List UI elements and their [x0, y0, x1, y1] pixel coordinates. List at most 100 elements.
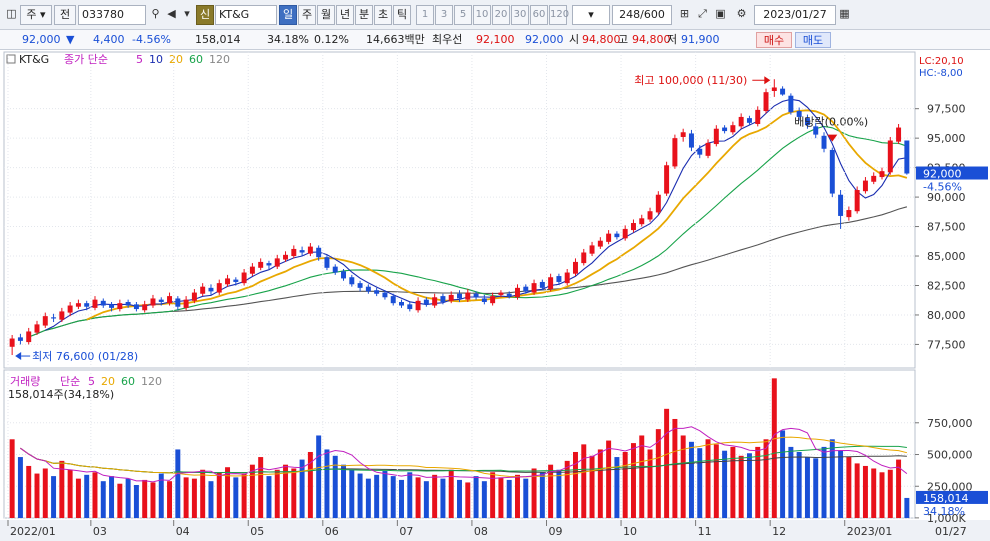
period-tab-3[interactable]: 년 [336, 5, 354, 25]
period-tab-2[interactable]: 월 [317, 5, 335, 25]
volume-bar [423, 481, 429, 518]
period-tab-5[interactable]: 초 [374, 5, 392, 25]
number-tab-4[interactable]: 20 [492, 5, 510, 25]
chart-tool-icon[interactable]: ⊞ [679, 7, 690, 20]
volume-bar [34, 473, 40, 518]
open-price: 94,800 [582, 33, 621, 46]
candle-body [407, 304, 413, 310]
candle-body [291, 248, 297, 257]
buy-button[interactable]: 매수 [756, 32, 792, 48]
best-bid: 92,000 [525, 33, 564, 46]
candle-body [531, 283, 537, 293]
window-menu-icon[interactable]: ◫ [6, 7, 17, 20]
month-label: 06 [325, 525, 339, 538]
candle-body [862, 180, 868, 192]
volume-bar [705, 439, 711, 518]
stock-name-field[interactable]: KT&G [215, 5, 277, 25]
volume-bar [324, 449, 330, 518]
price-legend-period: 5 [136, 53, 143, 66]
arrows-icon[interactable]: ⤢ [698, 7, 707, 20]
bar-count-field[interactable]: 248/600 [612, 5, 672, 25]
save-icon[interactable]: ▣ [715, 7, 726, 20]
volume-tick-label: 500,000 [927, 449, 973, 462]
volume-bar [415, 477, 421, 518]
volume-bar [158, 473, 164, 518]
volume-bar [680, 435, 686, 518]
period-tab-6[interactable]: 틱 [393, 5, 411, 25]
volume-bar [829, 439, 835, 518]
volume-bar [887, 469, 893, 518]
period-tab-1[interactable]: 주 [298, 5, 316, 25]
view-mode-button[interactable]: 전 [54, 5, 76, 25]
open-label: 시 [569, 33, 580, 46]
legend-toggle-icon[interactable] [6, 54, 16, 64]
volume-bar [854, 463, 860, 518]
volume-bar [167, 481, 173, 518]
candle-body [26, 331, 32, 343]
month-label: 10 [623, 525, 637, 538]
period-tab-4[interactable]: 분 [355, 5, 373, 25]
price-tick-label: 95,000 [927, 132, 966, 145]
volume-bar [688, 441, 694, 518]
period-type-select[interactable]: 주 ▾ [20, 5, 52, 25]
number-tab-2[interactable]: 5 [454, 5, 472, 25]
month-label: 07 [399, 525, 413, 538]
number-tab-0[interactable]: 1 [416, 5, 434, 25]
date-field[interactable]: 2023/01/27 [754, 5, 836, 25]
volume-bar [307, 451, 313, 518]
candle-body [630, 223, 636, 231]
candle-body [299, 250, 305, 253]
number-tab-6[interactable]: 60 [530, 5, 548, 25]
number-tab-1[interactable]: 3 [435, 5, 453, 25]
volume-bar [125, 478, 131, 518]
volume-tick-label: 250,000 [927, 480, 973, 493]
month-label: 12 [772, 525, 786, 538]
candle-body [481, 298, 487, 302]
trade-amount: 14,663백만 [366, 33, 425, 46]
current-price: 92,000 [22, 33, 61, 46]
volume-bar [200, 469, 206, 518]
candle-body [804, 118, 810, 126]
volume-bar [365, 478, 371, 518]
search-icon[interactable]: ⚲ [151, 7, 160, 20]
blank-select[interactable]: ▾ [572, 5, 610, 25]
number-tab-5[interactable]: 30 [511, 5, 529, 25]
volume-bar [639, 435, 645, 518]
arrow-icon[interactable]: ▾ [184, 7, 190, 20]
candle-body [357, 283, 363, 288]
hc-label: HC:-8,00 [919, 68, 963, 79]
candle-body [697, 148, 703, 155]
price-tick-label: 82,500 [927, 279, 966, 292]
candle-body [829, 149, 835, 194]
volume-bar [730, 446, 736, 518]
stock-code-input[interactable]: 033780 [78, 5, 146, 25]
month-label: 08 [474, 525, 488, 538]
stock-chart[interactable]: 97,50095,00092,50090,00087,50085,00082,5… [0, 50, 990, 541]
sound-icon[interactable]: ◀ [167, 7, 176, 20]
volume-bar [622, 451, 628, 518]
candle-body [664, 165, 670, 194]
candle-body [887, 140, 893, 173]
candle-body [515, 287, 520, 298]
settings-icon[interactable]: ⚙ [736, 7, 747, 20]
candle-body [465, 292, 471, 300]
sell-button[interactable]: 매도 [795, 32, 831, 48]
candle-body [854, 190, 860, 212]
period-tab-0[interactable]: 일 [279, 5, 297, 25]
candle-body [399, 301, 404, 306]
candle-body [390, 296, 396, 304]
volume-bar [349, 469, 355, 518]
volume-bar [548, 464, 554, 518]
candle-body [556, 276, 562, 282]
calendar-icon[interactable]: ▦ [839, 7, 850, 20]
volume-bar [440, 478, 446, 518]
candle-body [788, 95, 794, 113]
candle-body [705, 142, 711, 156]
volume-summary: 158,014주(34,18%) [8, 388, 114, 401]
volume-bar [258, 457, 264, 518]
volume-bar [407, 472, 413, 518]
number-tab-7[interactable]: 120 [549, 5, 569, 25]
candle-body [490, 296, 496, 304]
month-label: 2023/01 [847, 525, 893, 538]
number-tab-3[interactable]: 10 [473, 5, 491, 25]
